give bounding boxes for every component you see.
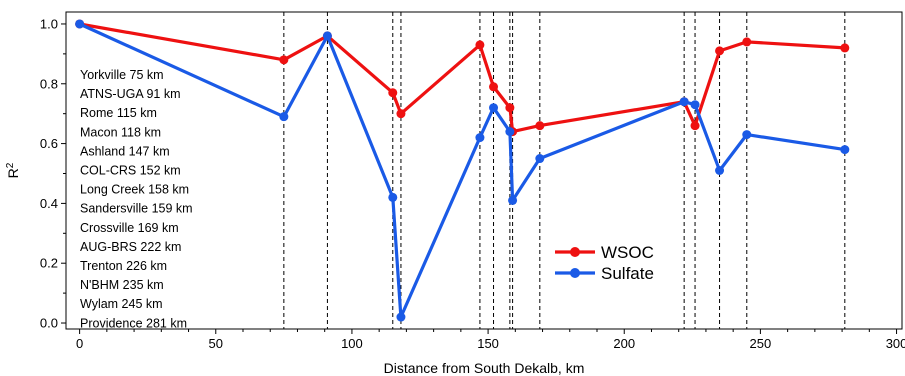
x-tick-label: 250 [750,336,772,351]
site-label: COL-CRS 152 km [80,164,181,178]
sulfate-data-point [679,97,689,107]
y-axis-label-superscript: 2 [5,162,16,168]
x-tick-label: 300 [886,336,905,351]
sulfate-data-point [396,312,406,322]
site-label: Crossville 169 km [80,221,179,235]
y-axis-label-main: R [5,168,21,178]
x-tick-label: 200 [613,336,635,351]
wsoc-legend-marker [570,247,580,257]
wsoc-data-point [489,82,499,92]
sulfate-legend-label: Sulfate [601,264,654,283]
wsoc-data-point [388,88,398,98]
y-tick-label: 0.4 [40,196,58,211]
wsoc-data-point [742,37,752,47]
wsoc-data-point [840,43,850,53]
sulfate-data-point [840,145,850,155]
site-label: Long Creek 158 km [80,183,189,197]
site-label: Ashland 147 km [80,144,170,158]
site-label: Yorkville 75 km [80,68,164,82]
sulfate-data-point [489,103,499,113]
sulfate-data-point [742,130,752,140]
x-tick-label: 50 [209,336,223,351]
y-tick-label: 0.0 [40,316,58,331]
sulfate-data-point [508,195,518,205]
site-label: AUG-BRS 222 km [80,240,181,254]
sulfate-legend-marker [570,268,580,278]
sulfate-data-point [388,192,398,202]
plot-frame [65,11,903,330]
sulfate-data-point [715,166,725,175]
wsoc-data-point [535,121,545,131]
y-tick-label: 0.8 [40,76,58,91]
sulfate-data-point [322,31,332,41]
wsoc-data-point [279,55,289,65]
site-label: Trenton 226 km [80,259,167,273]
sulfate-data-point [690,100,700,110]
wsoc-data-point [475,40,485,50]
x-tick-label: 0 [76,336,83,351]
y-tick-label: 0.6 [40,136,58,151]
sulfate-data-point [279,112,289,122]
x-axis-label: Distance from South Dekalb, km [384,360,585,376]
site-label: Rome 115 km [80,106,157,120]
y-axis-label: R2 [5,162,21,178]
wsoc-data-point [505,103,515,113]
site-label: ATNS-UGA 91 km [80,87,180,101]
wsoc-data-point [715,46,725,56]
sulfate-series-line [78,22,846,319]
x-tick-label: 150 [477,336,499,351]
site-label: Sandersville 159 km [80,202,193,216]
site-label: Providence 281 km [80,316,187,330]
wsoc-legend-label: WSOC [601,243,654,262]
sulfate-data-point [475,133,485,143]
x-tick-label: 100 [341,336,363,351]
site-label: Wylam 245 km [80,297,163,311]
site-label: Macon 118 km [80,125,161,139]
sulfate-data-point [535,154,545,164]
sulfate-data-point [75,19,85,29]
y-tick-label: 1.0 [40,16,58,31]
wsoc-data-point [690,121,700,131]
wsoc-data-point [396,109,406,119]
site-label: N'BHM 235 km [80,278,164,292]
sulfate-data-point [505,127,515,137]
y-tick-label: 0.2 [40,256,58,271]
